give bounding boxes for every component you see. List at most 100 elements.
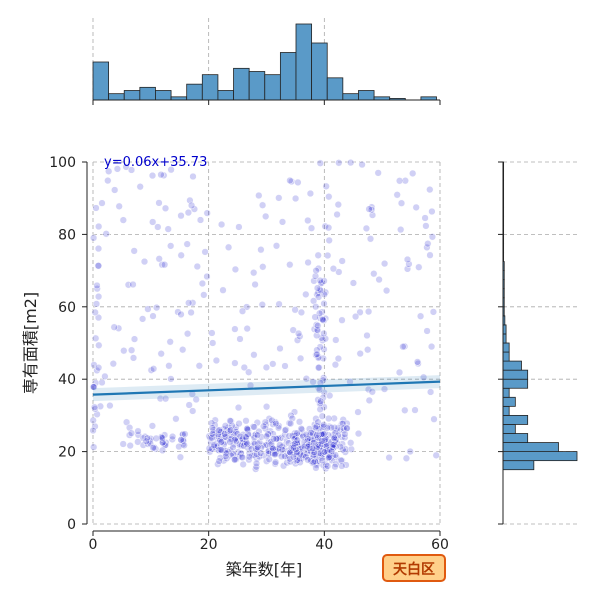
top-hist-bar — [233, 67, 250, 101]
scatter-point — [375, 275, 383, 284]
scatter-point — [93, 281, 101, 290]
scatter-point — [254, 443, 262, 452]
scatter-point — [234, 403, 243, 412]
scatter-point — [245, 368, 253, 376]
scatter-point — [138, 315, 147, 323]
regression-line — [92, 380, 441, 396]
scatter-point — [255, 191, 263, 200]
scatter-point — [297, 308, 306, 317]
right-hist-bar — [502, 387, 510, 398]
scatter-point — [160, 171, 168, 180]
scatter-point — [262, 457, 271, 465]
scatter-point — [306, 189, 315, 198]
scatter-point — [304, 258, 312, 267]
scatter-point — [96, 402, 105, 410]
scatter-points — [89, 158, 440, 473]
scatter-point — [201, 248, 209, 256]
scatter-point — [210, 441, 218, 449]
scatter-point — [110, 323, 118, 331]
top-hist-bar — [295, 23, 313, 101]
y-tick-label: 60 — [58, 300, 76, 316]
scatter-point — [106, 401, 114, 410]
scatter-point — [217, 438, 225, 446]
scatter-point — [156, 394, 165, 403]
top-histogram — [92, 18, 441, 105]
right-hist-bar — [502, 378, 529, 389]
scatter-point — [322, 435, 330, 443]
regression-line-group — [92, 375, 441, 402]
scatter-point — [331, 361, 340, 369]
scatter-point — [307, 429, 315, 437]
scatter-point — [120, 347, 128, 355]
scatter-point — [380, 385, 389, 393]
right-hist-bar — [502, 460, 535, 471]
scatter-point — [94, 244, 103, 253]
scatter-point — [395, 177, 404, 185]
scatter-point — [140, 257, 149, 266]
scatter-point — [179, 437, 187, 445]
right-hist-bar — [502, 442, 559, 452]
scatter-point — [90, 361, 98, 369]
scatter-point — [208, 424, 217, 432]
scatter-point — [370, 270, 378, 278]
scatter-point — [406, 447, 414, 456]
scatter-point — [320, 421, 328, 429]
scatter-point — [397, 225, 405, 234]
x-tick-label: 60 — [431, 537, 449, 553]
scatter-point — [338, 257, 346, 265]
scatter-point — [289, 326, 297, 334]
scatter-point — [258, 301, 266, 309]
scatter-point — [222, 449, 230, 458]
scatter-point — [208, 430, 217, 438]
scatter-point — [318, 456, 326, 465]
scatter-point — [324, 251, 332, 260]
scatter-point — [93, 410, 101, 418]
top-hist-bar — [279, 52, 297, 101]
scatter-point — [125, 424, 134, 432]
scatter-point — [286, 419, 295, 428]
scatter-point — [160, 261, 169, 269]
scatter-point — [347, 439, 355, 447]
scatter-point — [250, 423, 258, 431]
scatter-point — [430, 415, 438, 423]
scatter-point — [335, 268, 343, 276]
scatter-point — [272, 242, 281, 250]
scatter-point — [335, 159, 343, 167]
scatter-point — [413, 358, 422, 366]
scatter-point — [90, 383, 98, 391]
scatter-point — [119, 440, 127, 448]
top-hist-bar — [108, 93, 125, 101]
scatter-point — [111, 186, 119, 194]
scatter-point — [154, 223, 162, 231]
scatter-point — [314, 264, 323, 273]
scatter-point — [235, 419, 243, 428]
scatter-point — [317, 397, 325, 405]
scatter-point — [155, 199, 163, 207]
scatter-point — [325, 236, 333, 245]
scatter-point — [91, 422, 99, 431]
right-hist-bar — [502, 396, 516, 407]
scatter-point — [147, 366, 155, 374]
right-hist-bar — [502, 414, 529, 425]
scatter-point — [291, 306, 299, 314]
scatter-point — [338, 316, 346, 324]
scatter-point — [385, 453, 393, 462]
scatter-point — [354, 408, 362, 416]
scatter-point — [155, 255, 163, 263]
scatter-point — [310, 448, 318, 456]
scatter-point — [167, 375, 175, 383]
scatter-point — [319, 316, 327, 324]
scatter-point — [136, 183, 144, 191]
scatter-point — [209, 339, 217, 347]
scatter-point — [313, 346, 321, 354]
scatter-point — [269, 360, 277, 368]
scatter-point — [220, 430, 229, 438]
scatter-point — [313, 350, 321, 358]
scatter-point — [187, 201, 196, 210]
scatter-point — [238, 453, 246, 461]
scatter-point — [275, 194, 283, 202]
scatter-point — [316, 405, 324, 413]
scatter-point — [364, 346, 372, 354]
scatter-point — [185, 401, 193, 409]
scatter-point — [184, 208, 193, 217]
